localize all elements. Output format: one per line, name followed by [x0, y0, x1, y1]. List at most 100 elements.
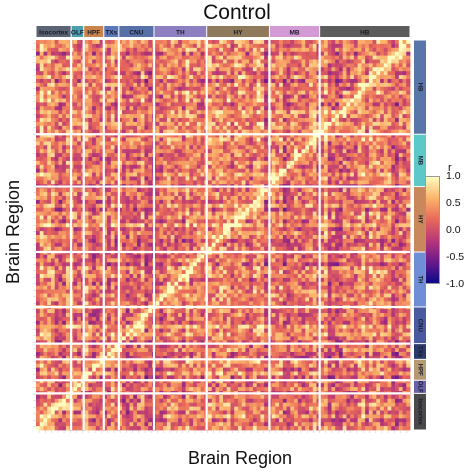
heatmap-cell: [92, 110, 97, 115]
heatmap-cell: [163, 180, 168, 185]
heatmap-cell: [323, 71, 329, 76]
heatmap-cell: [88, 71, 93, 76]
heatmap-cell: [353, 55, 359, 60]
heatmap-cell: [226, 114, 231, 119]
heatmap-cell: [271, 133, 276, 138]
heatmap-cell: [43, 180, 48, 185]
heatmap-cell: [279, 75, 284, 80]
heatmap-cell: [54, 196, 59, 201]
heatmap-cell: [406, 51, 411, 56]
heatmap-cell: [297, 55, 302, 60]
heatmap-cell: [65, 176, 71, 181]
heatmap-cell: [155, 86, 160, 92]
heatmap-cell: [252, 196, 258, 201]
heatmap-cell: [331, 98, 336, 103]
heatmap-cell: [327, 153, 332, 158]
heatmap-cell: [193, 79, 198, 84]
heatmap-cell: [159, 231, 164, 236]
heatmap-cell: [327, 40, 332, 45]
heatmap-cell: [122, 79, 127, 84]
heatmap-cell: [185, 90, 190, 95]
heatmap-cell: [383, 86, 388, 92]
heatmap-cell: [290, 180, 295, 185]
heatmap-cell: [181, 59, 186, 64]
heatmap-cell: [219, 59, 224, 64]
heatmap-cell: [95, 196, 100, 201]
heatmap-cell: [309, 86, 314, 92]
heatmap-cell: [103, 176, 108, 181]
heatmap-cell: [148, 110, 153, 115]
heatmap-cell: [196, 207, 201, 212]
heatmap-cell: [395, 223, 400, 228]
heatmap-cell: [181, 67, 186, 72]
heatmap-cell: [54, 157, 59, 162]
heatmap-cell: [200, 51, 205, 56]
heatmap-cell: [398, 71, 403, 76]
heatmap-cell: [99, 227, 104, 232]
heatmap-cell: [301, 223, 306, 228]
heatmap-cell: [65, 219, 71, 224]
heatmap-cell: [174, 219, 179, 224]
heatmap-cell: [271, 207, 276, 212]
heatmap-cell: [264, 90, 269, 95]
heatmap-cell: [155, 110, 160, 115]
heatmap-cell: [282, 168, 287, 173]
heatmap-cell: [92, 125, 97, 131]
heatmap-cell: [50, 180, 56, 185]
heatmap-cell: [320, 160, 325, 166]
heatmap-cell: [114, 223, 119, 228]
heatmap-cell: [323, 203, 329, 209]
heatmap-cell: [155, 141, 160, 146]
heatmap-cell: [376, 106, 381, 111]
heatmap-cell: [39, 114, 44, 119]
heatmap-cell: [196, 196, 201, 201]
heatmap-cell: [155, 79, 160, 84]
heatmap-cell: [219, 86, 224, 92]
heatmap-cell: [290, 160, 295, 166]
heatmap-cell: [241, 106, 246, 111]
heatmap-cell: [271, 40, 276, 45]
heatmap-cell: [196, 164, 201, 170]
heatmap-cell: [297, 180, 302, 185]
heatmap-cell: [133, 125, 138, 131]
heatmap-cell: [271, 188, 276, 193]
heatmap-cell: [353, 90, 359, 95]
heatmap-cell: [395, 47, 400, 53]
heatmap-cell: [309, 98, 314, 103]
heatmap-cell: [159, 207, 164, 212]
heatmap-cell: [189, 231, 194, 236]
heatmap-cell: [136, 110, 142, 115]
heatmap-cell: [223, 75, 228, 80]
heatmap-cell: [290, 133, 295, 138]
heatmap-cell: [36, 43, 41, 49]
heatmap-cell: [368, 133, 373, 138]
heatmap-cell: [252, 188, 258, 193]
heatmap-cell: [95, 79, 100, 84]
heatmap-cell: [133, 153, 138, 158]
heatmap-cell: [361, 164, 366, 170]
heatmap-cell: [275, 121, 280, 127]
heatmap-cell: [346, 129, 351, 134]
heatmap-cell: [282, 157, 287, 162]
heatmap-cell: [174, 196, 179, 201]
heatmap-cell: [320, 211, 325, 216]
heatmap-cell: [170, 75, 175, 80]
heatmap-cell: [118, 141, 123, 146]
heatmap-cell: [264, 71, 269, 76]
heatmap-cell: [350, 51, 355, 56]
heatmap-cell: [301, 168, 306, 173]
heatmap-cell: [294, 118, 299, 123]
heatmap-cell: [88, 137, 93, 142]
heatmap-cell: [230, 211, 235, 216]
heatmap-cell: [357, 160, 362, 166]
heatmap-cell: [125, 153, 130, 158]
heatmap-cell: [125, 106, 130, 111]
heatmap-cell: [294, 59, 299, 64]
heatmap-cell: [211, 94, 216, 99]
heatmap-cell: [338, 51, 344, 56]
heatmap-cell: [282, 164, 287, 170]
heatmap-cell: [368, 110, 373, 115]
heatmap-cell: [107, 160, 112, 166]
heatmap-cell: [107, 137, 112, 142]
heatmap-cell: [335, 67, 340, 72]
